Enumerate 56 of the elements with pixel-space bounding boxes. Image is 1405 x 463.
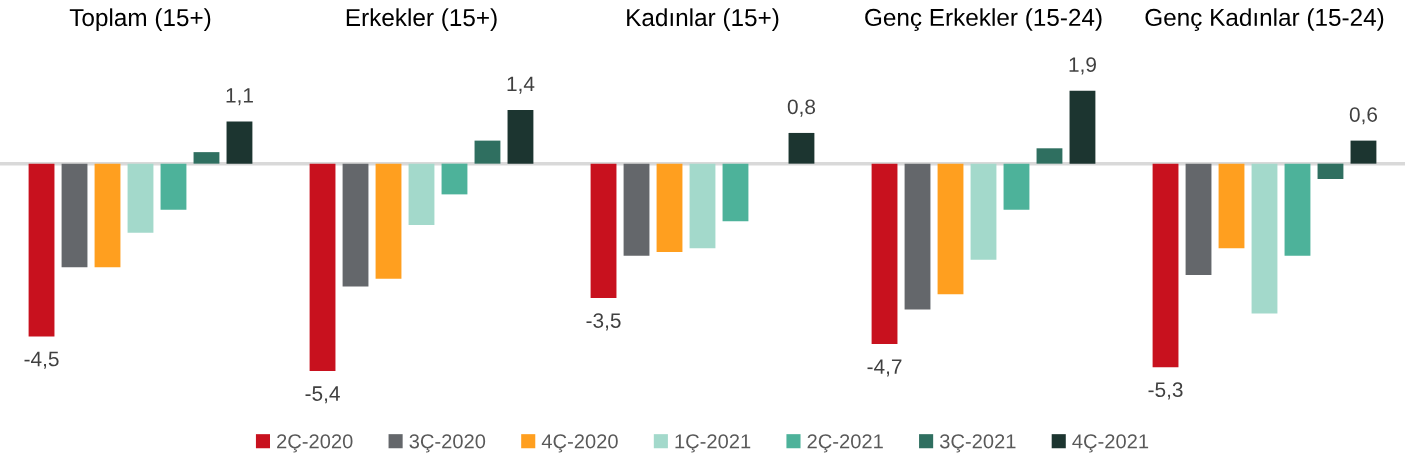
data-label: 1,4 [507, 76, 535, 94]
legend-label: 3Ç-2021 [939, 434, 1016, 453]
bar [1185, 163, 1212, 276]
data-label: -4,7 [867, 359, 902, 377]
bar [226, 121, 253, 164]
bar [1218, 163, 1245, 249]
bar [61, 163, 88, 268]
bar [441, 163, 468, 195]
bar [590, 163, 617, 299]
bar [1317, 163, 1344, 180]
legend-label: 3Ç-2020 [409, 434, 486, 453]
bar [1251, 163, 1278, 314]
bar [1350, 140, 1377, 164]
bar [309, 163, 336, 371]
data-label: 1,9 [1069, 57, 1096, 75]
bar [904, 163, 931, 310]
bar [656, 163, 683, 252]
data-label: 0,6 [1349, 107, 1378, 125]
data-label: -3,5 [586, 313, 621, 331]
x-tick-label: Kadınlar (15+) [627, 8, 779, 31]
legend-label: 2Ç-2021 [807, 434, 883, 453]
bar [507, 109, 534, 164]
bar [342, 163, 369, 287]
legend-label: 1Ç-2021 [675, 434, 751, 453]
bar [1284, 163, 1311, 256]
bar [160, 163, 187, 210]
bar [1152, 163, 1179, 368]
bar [28, 163, 55, 337]
bar [193, 152, 220, 164]
legend-label: 4Ç-2020 [541, 434, 618, 453]
x-tick-label: Genç Kadınlar (15-24) [1145, 8, 1384, 31]
x-tick-label: Genç Erkekler (15-24) [865, 8, 1102, 31]
legend-label: 2Ç-2020 [277, 434, 353, 453]
bar [689, 163, 716, 249]
bar [788, 132, 815, 164]
bar [1036, 148, 1063, 164]
bar [871, 163, 898, 345]
data-label: 1,1 [226, 88, 253, 106]
bar [937, 163, 964, 295]
data-label: -5,4 [305, 386, 340, 404]
bar [408, 163, 435, 226]
bar [127, 163, 154, 233]
bar [94, 163, 121, 268]
x-tick-label: Toplam (15+) [69, 8, 211, 31]
bar [375, 163, 402, 279]
bar [722, 163, 749, 222]
bar [474, 140, 501, 164]
bar [1003, 163, 1030, 210]
data-label: -5,3 [1148, 382, 1183, 400]
x-tick-label: Erkekler (15+) [346, 8, 497, 31]
bar [623, 163, 650, 256]
bar [1069, 90, 1096, 164]
bar [970, 163, 997, 260]
legend-label: 4Ç-2021 [1072, 434, 1149, 453]
data-label: -4,5 [24, 351, 59, 369]
data-label: 0,8 [787, 99, 816, 117]
